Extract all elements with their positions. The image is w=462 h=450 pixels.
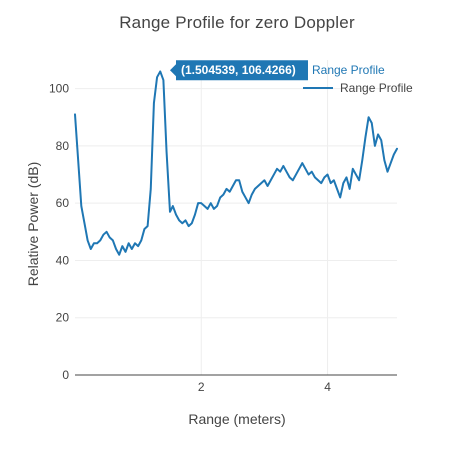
hover-label-text: (1.504539, 106.4266) <box>181 63 296 77</box>
y-axis-title: Relative Power (dB) <box>25 162 41 287</box>
x-axis-title: Range (meters) <box>188 411 285 427</box>
y-tick-label: 100 <box>49 82 69 96</box>
y-tick-label: 40 <box>56 253 70 267</box>
legend[interactable]: Range Profile <box>303 81 413 95</box>
x-tick-label: 2 <box>198 380 205 394</box>
hover-series-name: Range Profile <box>312 63 385 77</box>
y-tick-label: 80 <box>56 139 70 153</box>
grid-layer <box>75 60 397 375</box>
chart-title: Range Profile for zero Doppler <box>119 13 355 32</box>
y-tick-label: 20 <box>56 311 70 325</box>
hover-label-box <box>169 60 308 81</box>
legend-label-range-profile[interactable]: Range Profile <box>340 81 413 95</box>
y-tick-label: 0 <box>62 368 69 382</box>
series-line-range-profile[interactable] <box>74 70 398 256</box>
hover-tooltip: (1.504539, 106.4266) Range Profile <box>169 60 385 81</box>
y-tick-label: 60 <box>56 196 70 210</box>
plot-area[interactable] <box>74 70 398 256</box>
x-tick-label: 4 <box>324 380 331 394</box>
axis-layer: 0 20 40 60 80 100 2 4 <box>49 82 397 394</box>
